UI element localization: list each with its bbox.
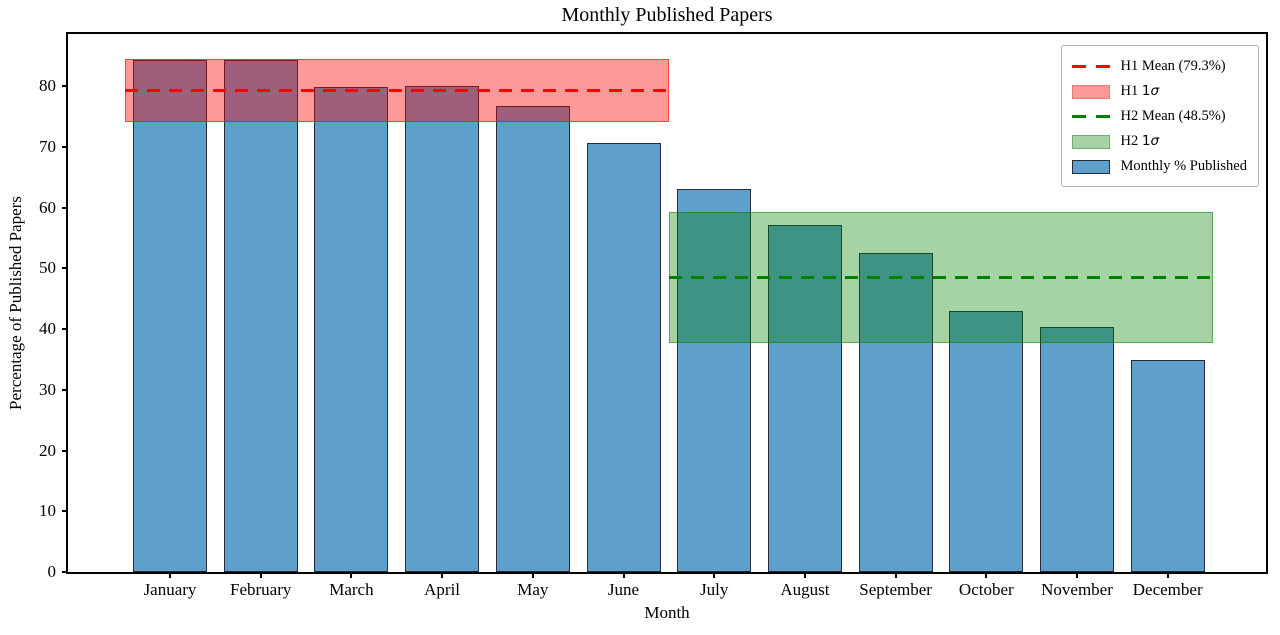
bar (586, 143, 661, 572)
y-tick-label: 10 (39, 501, 56, 521)
y-tick-label: 30 (39, 379, 56, 399)
bar (677, 189, 752, 572)
y-tick-label: 50 (39, 258, 56, 278)
legend-math-text: 1σ (1141, 83, 1160, 99)
bar (405, 86, 480, 572)
y-tick-label: 0 (47, 562, 57, 581)
y-tick (62, 206, 68, 209)
legend-patch-swatch (1071, 159, 1110, 174)
x-tick-label: December (1132, 580, 1203, 599)
x-tick (1076, 572, 1078, 578)
bar (133, 59, 207, 572)
y-tick (62, 571, 68, 573)
legend-patch-swatch (1071, 84, 1110, 99)
x-tick (1166, 572, 1169, 578)
bar (858, 252, 933, 572)
bar (223, 59, 298, 572)
x-tick (803, 572, 806, 578)
x-axis-label: Month (644, 603, 690, 622)
y-tick-label: 20 (39, 440, 56, 460)
bar (949, 310, 1024, 572)
x-tick-label: February (230, 580, 292, 599)
y-tick-label: 60 (39, 197, 56, 217)
x-tick (894, 572, 897, 578)
legend: H1 Mean (79.3%) H1 1σ H2 Mean (48.5%) H2 1σ… (1060, 45, 1259, 187)
y-tick (62, 145, 68, 148)
x-tick-label: January (143, 580, 197, 599)
legend-math-text: 1σ (1141, 133, 1160, 149)
x-tick-label: May (517, 580, 549, 599)
legend-dashed-line-swatch (1071, 115, 1110, 118)
y-tick (62, 267, 68, 270)
mean-line (668, 275, 1214, 279)
x-tick (713, 572, 716, 578)
x-tick-label: April (424, 580, 461, 599)
x-tick-label: June (607, 580, 640, 599)
legend-item: H1 Mean (79.3%) (1071, 54, 1247, 79)
legend-item: H2 Mean (48.5%) (1071, 104, 1247, 129)
y-tick (62, 388, 68, 391)
x-tick (169, 572, 171, 578)
y-tick (62, 85, 68, 88)
x-tick (531, 572, 534, 578)
legend-item: H1 1σ (1071, 79, 1247, 104)
x-tick-label: November (1041, 580, 1113, 599)
x-tick-label: October (958, 580, 1014, 599)
y-tick (62, 449, 68, 452)
x-tick (259, 572, 262, 578)
legend-label: H2 1σ (1120, 133, 1160, 149)
x-tick-label: August (780, 580, 830, 599)
y-tick (62, 510, 68, 513)
legend-label: Monthly % Published (1120, 158, 1247, 174)
y-tick-label: 40 (39, 319, 56, 339)
bar (1130, 360, 1205, 572)
y-tick-label: 70 (39, 136, 56, 156)
bar (1040, 327, 1114, 572)
legend-label: H2 Mean (48.5%) (1120, 108, 1226, 124)
x-tick (985, 572, 988, 578)
legend-item: H2 1σ (1071, 129, 1247, 154)
bar (767, 224, 842, 572)
chart-title: Monthly Published Papers (561, 4, 773, 26)
x-tick (350, 572, 353, 578)
bar (495, 106, 570, 572)
mean-line (124, 88, 669, 92)
y-tick-label: 80 (39, 76, 56, 96)
legend-item: Monthly % Published (1071, 154, 1247, 179)
y-tick (62, 328, 68, 331)
x-tick-label: September (859, 580, 932, 599)
legend-dashed-line-swatch (1071, 65, 1110, 68)
bar (314, 87, 389, 572)
legend-label: H1 1σ (1120, 83, 1160, 99)
x-tick-label: March (329, 580, 374, 599)
legend-label: H1 Mean (79.3%) (1120, 58, 1226, 74)
x-tick-label: July (700, 580, 729, 599)
plot-area: January February March April May June July Augu… (39, 32, 1268, 599)
x-tick (622, 572, 625, 578)
x-tick (441, 572, 444, 578)
legend-patch-swatch (1071, 134, 1110, 149)
y-axis-label: Percentage of Published Papers (6, 196, 25, 410)
